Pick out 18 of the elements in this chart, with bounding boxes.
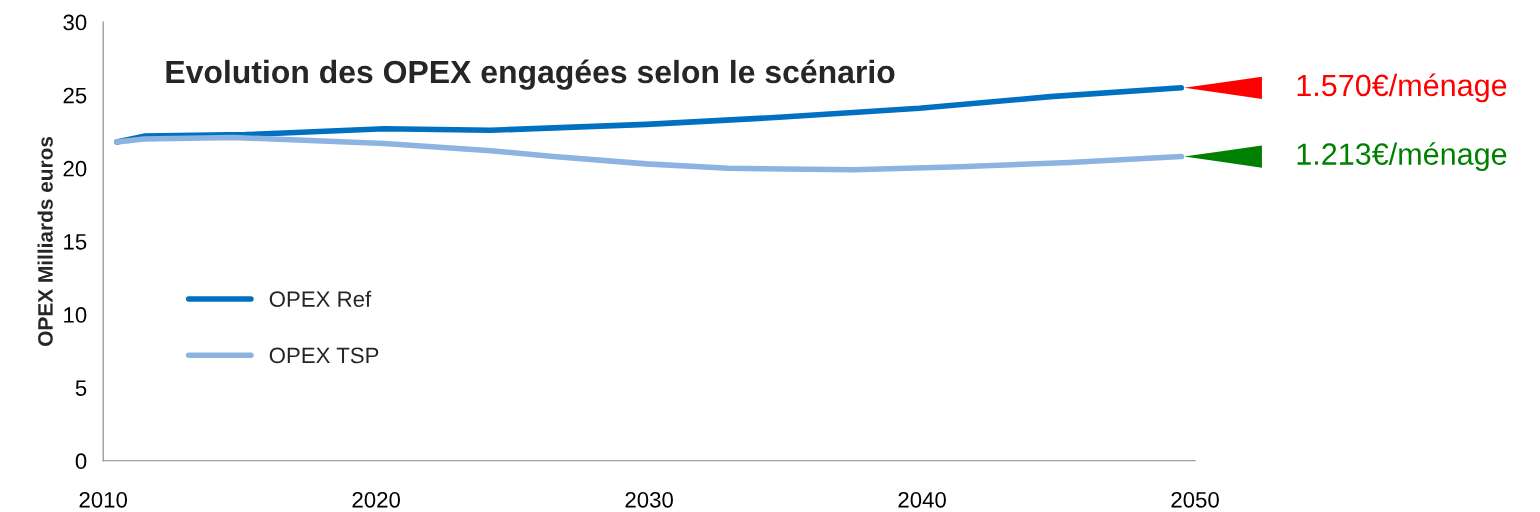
- y-tick-label: 15: [64, 234, 87, 250]
- x-tick-label: 2050: [1171, 491, 1219, 508]
- x-tick-label: 2010: [79, 491, 128, 508]
- annotation: 1.213€/ménage: [1297, 142, 1507, 171]
- y-tick-label: 30: [63, 14, 87, 31]
- annotation: 1.570€/ménage: [1297, 73, 1507, 103]
- y-axis-title: OPEX Milliards euros: [37, 136, 53, 346]
- x-tick-label: 2040: [898, 491, 946, 508]
- y-tick-label: 10: [64, 307, 87, 323]
- text: Evolution des OPEX engagées selon le scénario: [166, 59, 895, 90]
- y-tick-label: 25: [63, 87, 87, 104]
- y-tick-label: 0: [75, 453, 87, 470]
- y-tick-label: 5: [75, 380, 87, 396]
- y-tick-label: 20: [63, 160, 87, 177]
- legend-label: OPEX Ref: [269, 290, 372, 307]
- x-tick-label: 2030: [625, 491, 673, 508]
- legend-label: OPEX TSP: [269, 347, 379, 364]
- x-tick-label: 2020: [352, 491, 400, 508]
